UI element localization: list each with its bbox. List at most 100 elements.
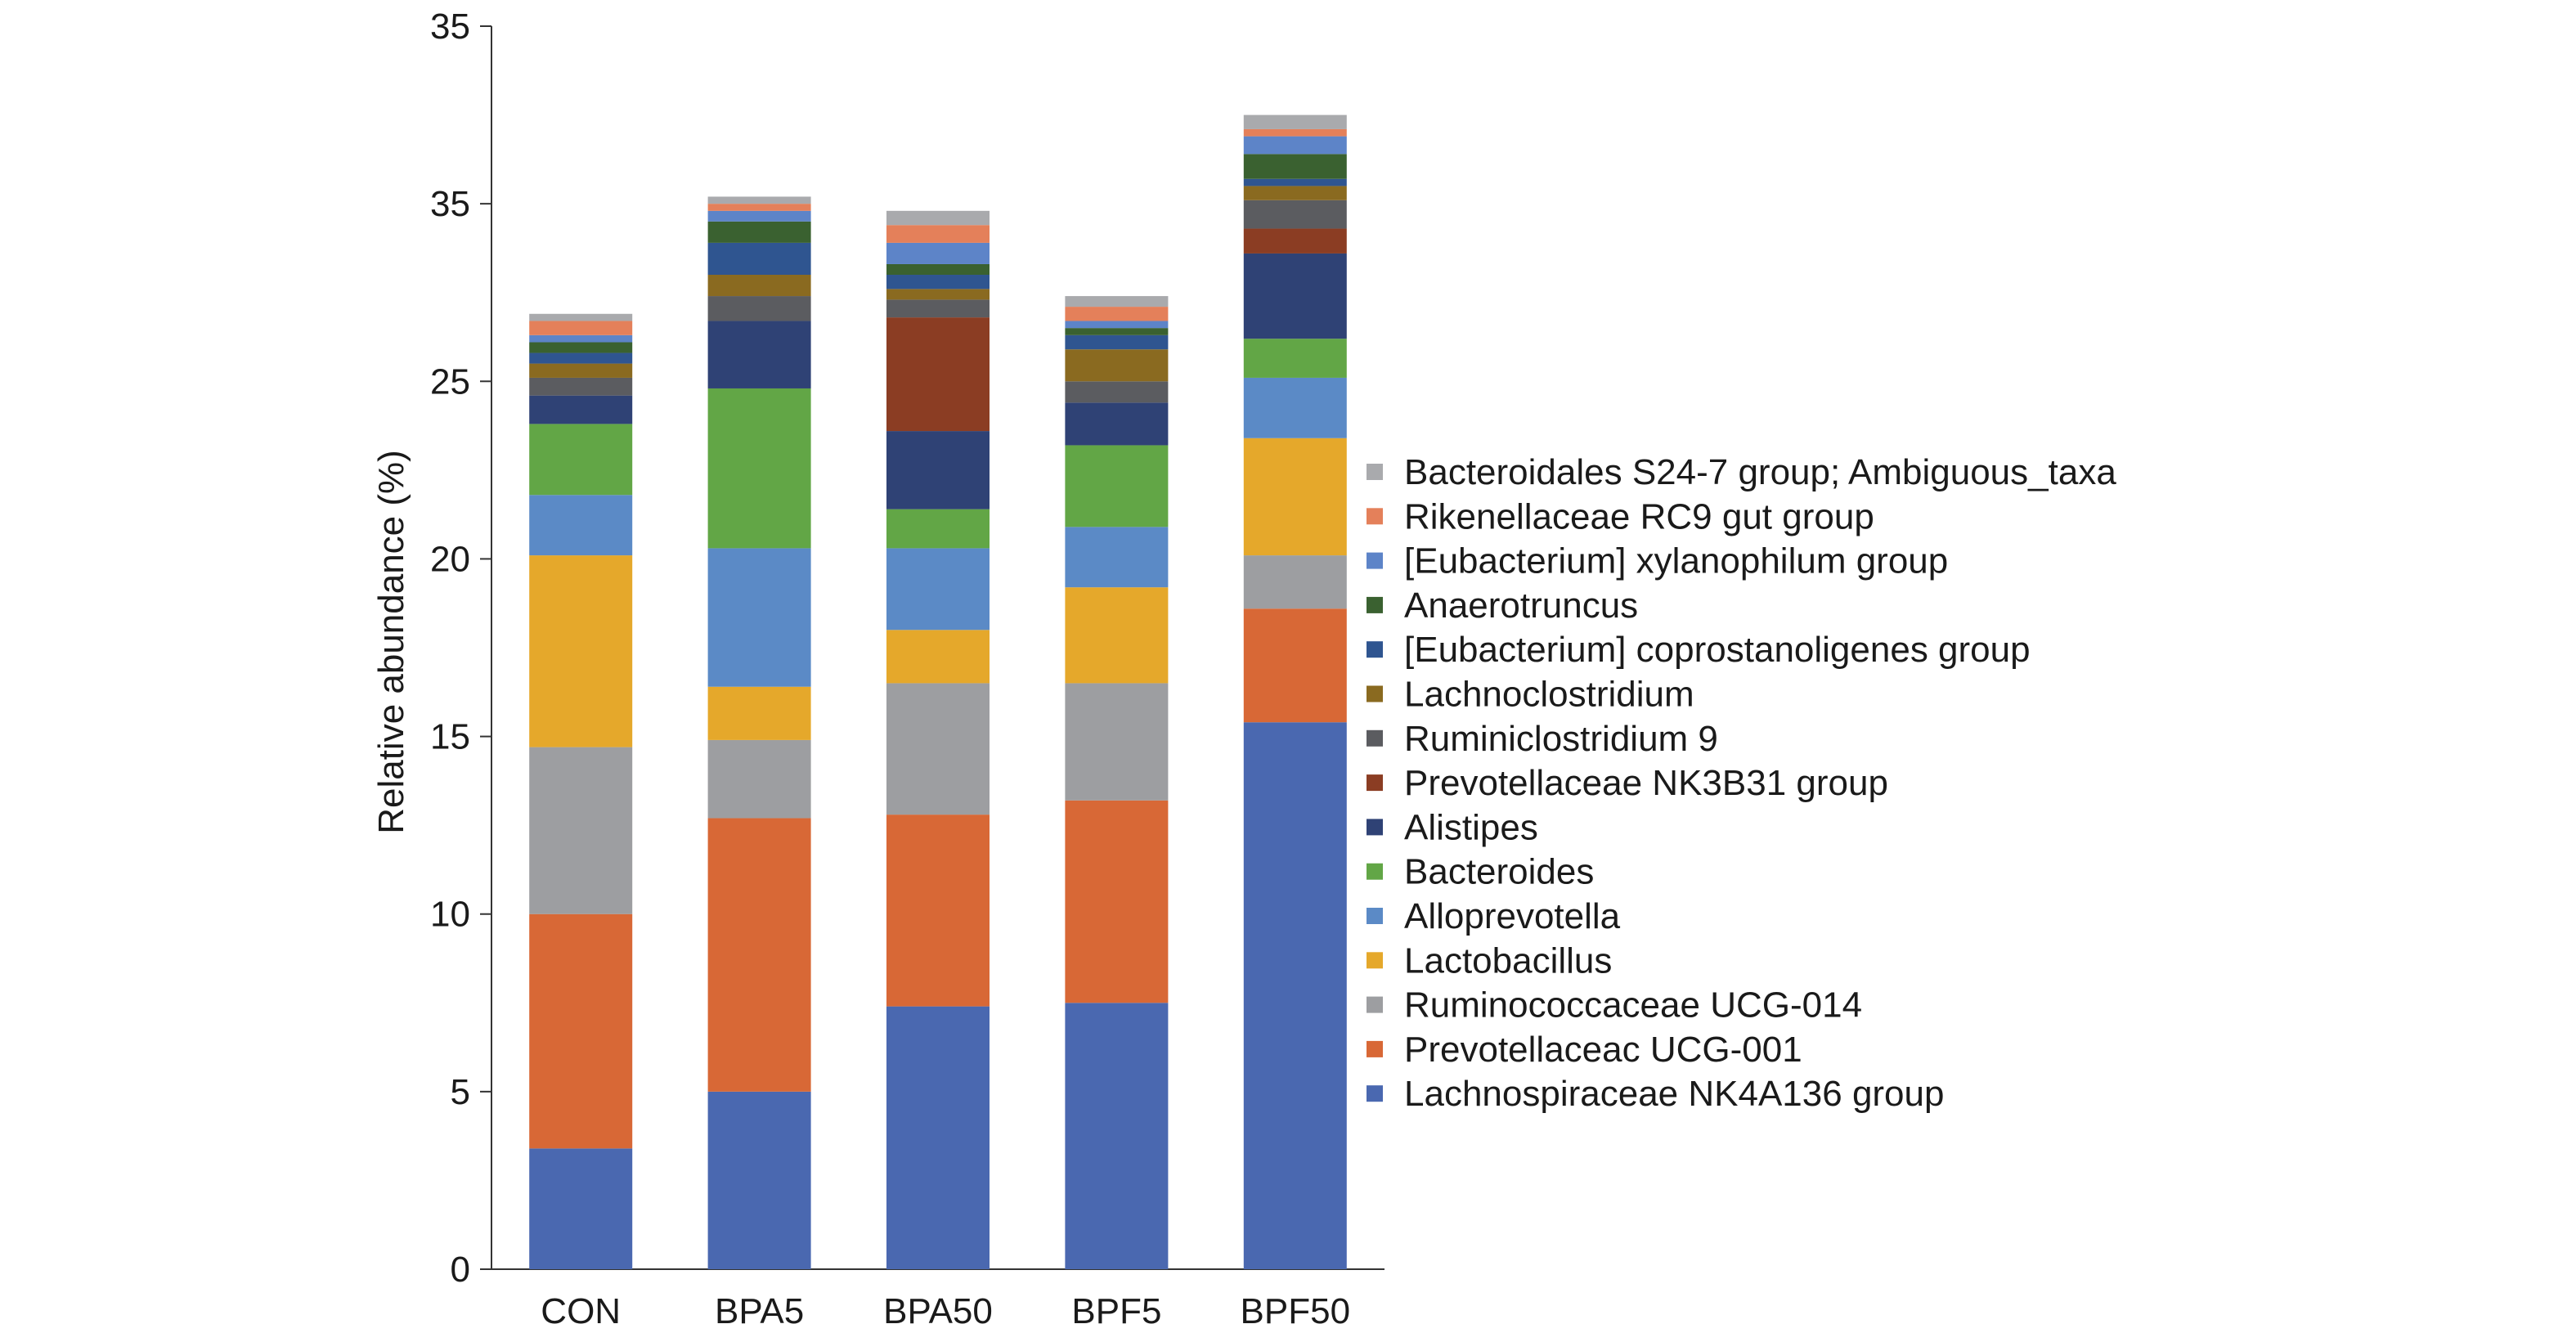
bar-segment — [1243, 178, 1347, 186]
y-tick-label: 25 — [430, 361, 470, 402]
bar-segment — [1243, 114, 1347, 129]
legend-swatch — [1367, 464, 1383, 480]
bar-segment — [1243, 186, 1347, 200]
legend-item: Anaerotruncus — [1367, 586, 1638, 626]
x-tick-label: BPA5 — [715, 1291, 804, 1324]
bar-segment — [1243, 136, 1347, 155]
bar-segment — [1065, 334, 1169, 350]
bar-segment — [1065, 381, 1169, 403]
x-tick-label: BPA50 — [883, 1291, 993, 1324]
bar-segment — [1065, 328, 1169, 335]
legend-item: Ruminiclostridium 9 — [1367, 719, 1718, 759]
legend-item: Alloprevotella — [1367, 896, 1621, 936]
bar-segment — [1065, 800, 1169, 1003]
bar-segment — [1243, 438, 1347, 556]
legend-item: Bacteroidales S24-7 group; Ambiguous_tax… — [1367, 452, 2116, 492]
bar-stack — [707, 196, 811, 1269]
bar-segment — [886, 815, 990, 1007]
bar-segment — [529, 555, 633, 747]
bar-segment — [529, 495, 633, 556]
y-tick-label: 15 — [430, 717, 470, 757]
y-tick-label: 5 — [451, 1072, 470, 1112]
bar-segment — [529, 395, 633, 424]
bar-segment — [707, 686, 811, 740]
legend-swatch — [1367, 774, 1383, 792]
bar-segment — [529, 334, 633, 343]
bar-segment — [707, 739, 811, 819]
bar-segment — [707, 275, 811, 297]
bar-segment — [529, 313, 633, 321]
bar-segment — [1243, 722, 1347, 1269]
legend-swatch — [1367, 729, 1383, 747]
legend-item: Ruminococcaceae UCG-014 — [1367, 985, 1862, 1026]
bar-segment — [529, 747, 633, 914]
bar-segment — [1243, 154, 1347, 179]
bar-segment — [1243, 128, 1347, 137]
bar-segment — [886, 548, 990, 631]
bar-segment — [529, 913, 633, 1149]
bar-segment — [1243, 555, 1347, 609]
y-tick-label: 35 — [430, 7, 470, 47]
legend-item: Lachnoclostridium — [1367, 675, 1694, 715]
bar-segment — [707, 296, 811, 321]
legend-swatch — [1367, 1040, 1383, 1057]
bar-segment — [1243, 377, 1347, 438]
legend-label: Prevotellaceae NK3B31 group — [1404, 763, 1888, 803]
legend-swatch — [1367, 596, 1383, 613]
bar-segment — [529, 377, 633, 396]
bar-segment — [529, 1148, 633, 1269]
legend-swatch — [1367, 819, 1383, 836]
legend: Bacteroidales S24-7 group; Ambiguous_tax… — [1367, 452, 2116, 1114]
bar-segment — [1065, 527, 1169, 588]
bar-segment — [886, 431, 990, 509]
legend-label: Alistipes — [1404, 807, 1538, 847]
bar-segment — [1243, 253, 1347, 339]
legend-label: Lachnoclostridium — [1404, 675, 1694, 715]
x-tick-label: CON — [541, 1291, 621, 1324]
bar-segment — [707, 196, 811, 204]
legend-swatch — [1367, 685, 1383, 702]
bar-stack — [886, 210, 990, 1269]
bar-segment — [707, 321, 811, 388]
bar-segment — [707, 210, 811, 222]
legend-label: Alloprevotella — [1404, 896, 1621, 936]
bar-segment — [886, 630, 990, 684]
legend-item: Lachnospiraceae NK4A136 group — [1367, 1074, 1944, 1114]
bar-segment — [1243, 339, 1347, 378]
bar-segment — [707, 221, 811, 243]
bar-segment — [529, 342, 633, 353]
bar-segment — [886, 289, 990, 300]
bar-segment — [886, 299, 990, 318]
bar-segment — [529, 321, 633, 335]
bar-segment — [1065, 402, 1169, 446]
legend-swatch — [1367, 1085, 1383, 1102]
legend-item: [Eubacterium] xylanophilum group — [1367, 541, 1948, 581]
bar-segment — [707, 242, 811, 275]
bar-segment — [1243, 228, 1347, 254]
bar-segment — [1065, 321, 1169, 329]
legend-label: [Eubacterium] coprostanoligenes group — [1404, 630, 2031, 670]
bar-segment — [886, 242, 990, 264]
legend-swatch — [1367, 552, 1383, 569]
bar-segment — [886, 275, 990, 289]
bar-segment — [1243, 200, 1347, 229]
legend-label: Ruminiclostridium 9 — [1404, 719, 1718, 759]
bar-segment — [886, 1006, 990, 1269]
bar-segment — [886, 317, 990, 432]
legend-label: Bacteroides — [1404, 852, 1594, 892]
bars — [529, 114, 1347, 1269]
bar-segment — [529, 363, 633, 378]
bar-segment — [707, 388, 811, 549]
legend-label: Bacteroidales S24-7 group; Ambiguous_tax… — [1404, 452, 2116, 492]
legend-item: Lactobacillus — [1367, 940, 1612, 981]
legend-swatch — [1367, 908, 1383, 924]
bar-segment — [1065, 587, 1169, 684]
bar-stack — [1065, 296, 1169, 1269]
bar-stack — [529, 313, 633, 1269]
y-tick-label: 20 — [430, 539, 470, 579]
legend-item: Bacteroides — [1367, 852, 1594, 892]
legend-swatch — [1367, 508, 1383, 525]
bar-segment — [886, 509, 990, 549]
bar-segment — [707, 204, 811, 211]
